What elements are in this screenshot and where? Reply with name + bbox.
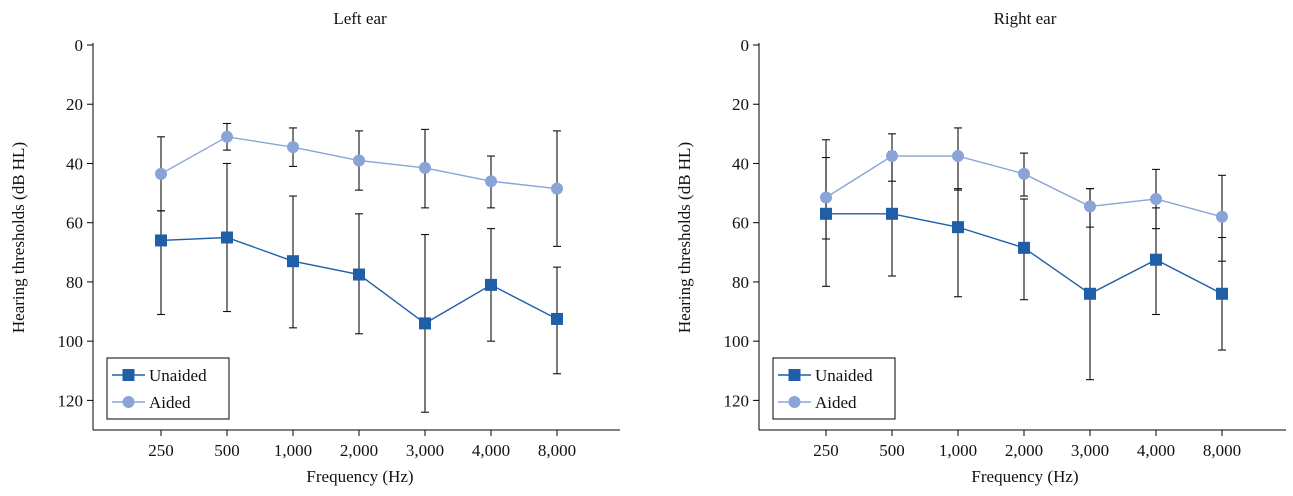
chart-title: Left ear: [333, 9, 387, 28]
y-tick-label: 120: [58, 391, 84, 410]
data-point-unaided: [1018, 241, 1030, 254]
data-point-aided: [353, 154, 365, 167]
right-ear-chart-panel: Right ear 0 20 40 60 80 100 120 250 500 1,000 2,000…: [660, 0, 1293, 496]
chart-title: Right ear: [994, 9, 1057, 28]
data-point-unaided: [952, 221, 964, 234]
left-ear-chart: Left ear 0 20 40 60 80 100 120 250 500 1,000 2,000 3…: [9, 9, 620, 486]
data-point-aided: [1084, 200, 1096, 213]
x-tick-label: 2,000: [1005, 441, 1043, 460]
data-point-unaided: [1216, 287, 1228, 300]
y-axis-label: Hearing thresholds (dB HL): [675, 142, 694, 333]
legend: Unaided Aided: [772, 357, 896, 420]
legend-box: [772, 357, 896, 420]
x-tick-label: 250: [813, 441, 839, 460]
data-point-aided: [886, 150, 898, 163]
y-tick-label: 60: [732, 214, 749, 233]
y-tick-label: 100: [724, 332, 750, 351]
y-tick-label: 0: [741, 36, 750, 55]
data-point-aided: [820, 191, 832, 204]
data-point-unaided: [1084, 287, 1096, 300]
x-tick-label: 4,000: [1137, 441, 1175, 460]
x-tick-label: 4,000: [472, 441, 510, 460]
legend-marker-circle: [788, 396, 801, 408]
data-point-unaided: [221, 231, 233, 244]
x-tick-label: 2,000: [340, 441, 378, 460]
legend-marker-circle: [122, 396, 135, 408]
x-tick-label: 1,000: [939, 441, 977, 460]
x-tick-label: 8,000: [538, 441, 576, 460]
legend: Unaided Aided: [106, 357, 230, 420]
data-point-unaided: [1150, 253, 1162, 266]
data-point-aided: [287, 141, 299, 154]
legend-marker-square: [788, 369, 801, 381]
y-tick-label: 40: [732, 154, 749, 173]
y-tick-label: 60: [66, 214, 83, 233]
data-point-unaided: [551, 312, 563, 325]
y-tick-label: 0: [75, 36, 84, 55]
data-point-aided: [419, 161, 431, 174]
data-point-unaided: [287, 255, 299, 268]
y-tick-label: 80: [732, 273, 749, 292]
y-tick-label: 20: [66, 95, 83, 114]
data-point-aided: [155, 167, 167, 180]
y-axis-label: Hearing thresholds (dB HL): [9, 142, 28, 333]
legend-marker-square: [122, 369, 135, 381]
x-tick-label: 500: [214, 441, 240, 460]
right-ear-chart: Right ear 0 20 40 60 80 100 120 250 500 1,000 2,000…: [675, 9, 1286, 486]
data-point-unaided: [820, 207, 832, 220]
x-tick-label: 1,000: [274, 441, 312, 460]
x-tick-label: 250: [148, 441, 174, 460]
y-tick-label: 120: [724, 391, 750, 410]
y-tick-label: 100: [58, 332, 84, 351]
data-point-aided: [221, 130, 233, 143]
data-point-aided: [485, 175, 497, 188]
legend-label-aided: Aided: [149, 393, 191, 412]
x-tick-label: 8,000: [1203, 441, 1241, 460]
legend-label-unaided: Unaided: [149, 366, 207, 385]
data-point-unaided: [155, 234, 167, 247]
x-tick-label: 3,000: [406, 441, 444, 460]
legend-label-aided: Aided: [815, 393, 857, 412]
data-point-unaided: [886, 207, 898, 220]
data-point-unaided: [485, 278, 497, 291]
data-point-aided: [1216, 210, 1228, 223]
y-tick-label: 20: [732, 95, 749, 114]
data-point-unaided: [419, 317, 431, 330]
legend-label-unaided: Unaided: [815, 366, 873, 385]
y-tick-label: 80: [66, 273, 83, 292]
x-axis-label: Frequency (Hz): [971, 467, 1078, 486]
x-tick-label: 3,000: [1071, 441, 1109, 460]
data-point-aided: [1018, 167, 1030, 180]
x-tick-label: 500: [879, 441, 905, 460]
data-point-aided: [952, 150, 964, 163]
data-point-aided: [551, 182, 563, 195]
data-point-unaided: [353, 268, 365, 281]
y-tick-label: 40: [66, 154, 83, 173]
x-axis-label: Frequency (Hz): [306, 467, 413, 486]
legend-box: [106, 357, 230, 420]
left-ear-chart-panel: Left ear 0 20 40 60 80 100 120 250 500 1,000 2,000 3…: [0, 0, 640, 496]
data-point-aided: [1150, 193, 1162, 205]
